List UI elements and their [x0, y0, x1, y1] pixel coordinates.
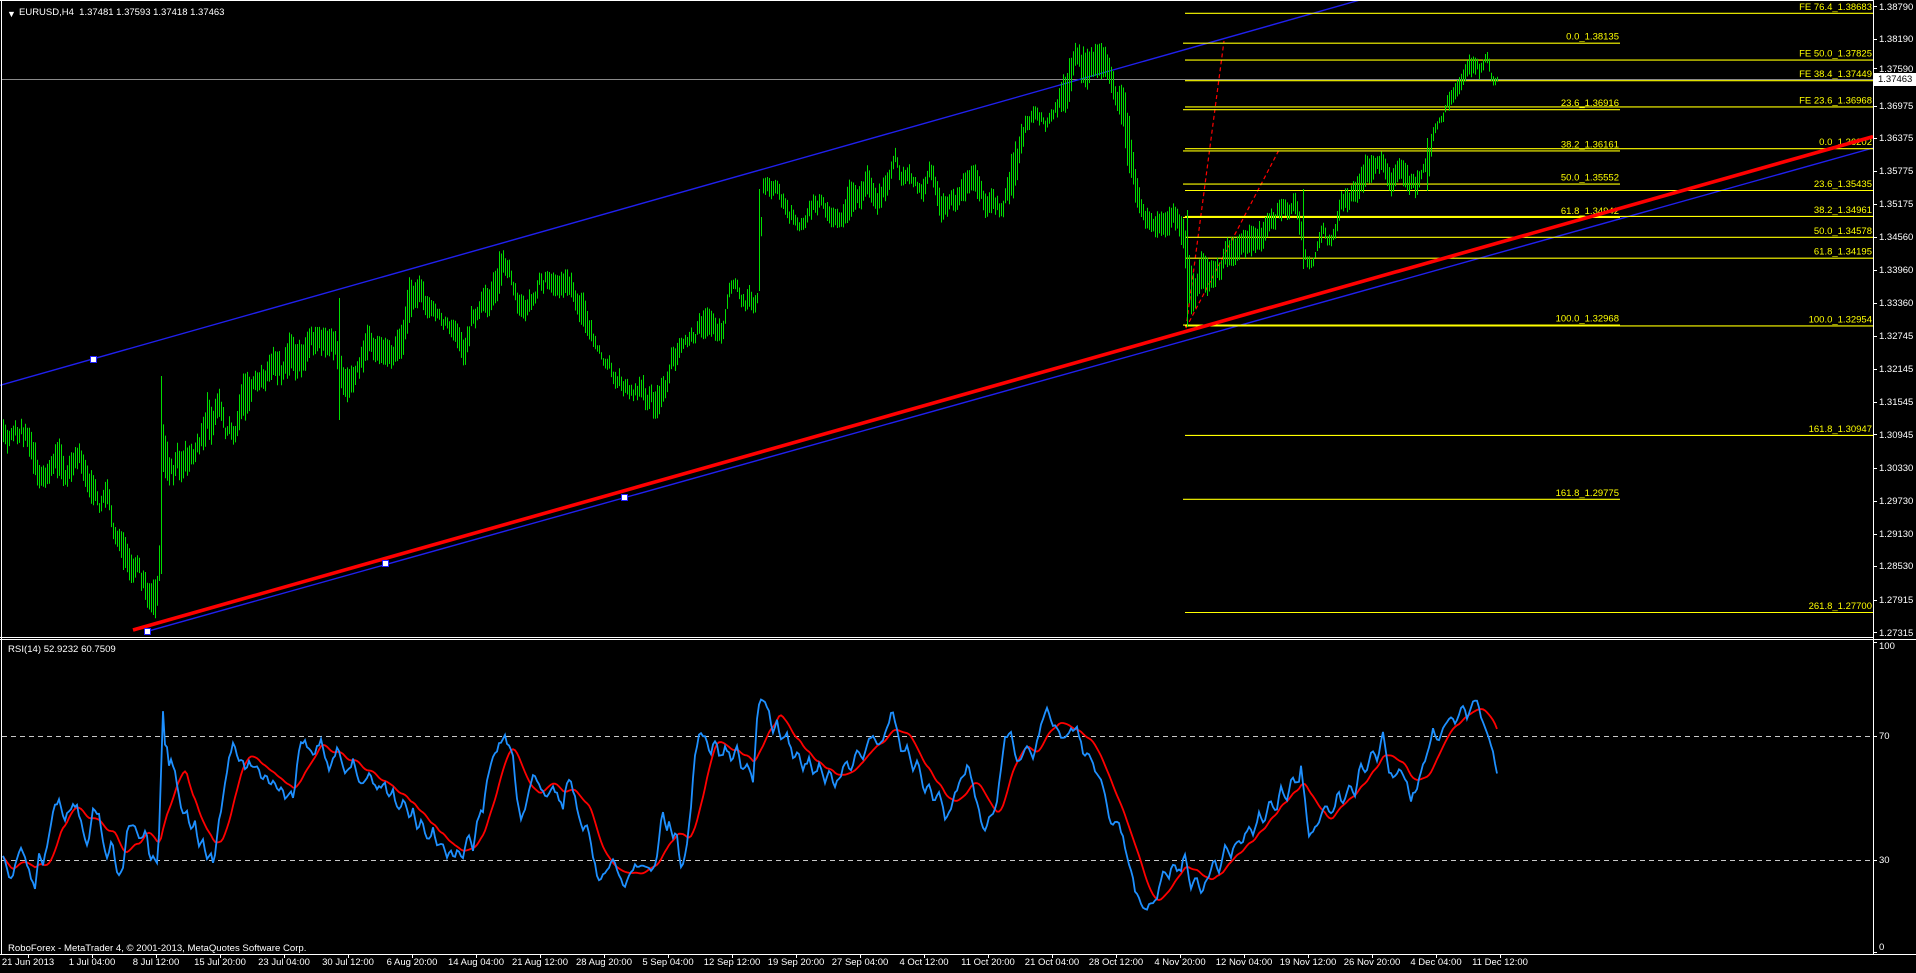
svg-text:161.8_1.29775: 161.8_1.29775 — [1556, 488, 1619, 499]
svg-text:FE 38.4_1.37449: FE 38.4_1.37449 — [1799, 69, 1872, 80]
svg-text:100.0_1.32954: 100.0_1.32954 — [1809, 314, 1872, 325]
svg-text:38.2_1.34961: 38.2_1.34961 — [1814, 205, 1872, 216]
svg-text:FE 50.0_1.37825: FE 50.0_1.37825 — [1799, 49, 1872, 60]
svg-text:100.0_1.32968: 100.0_1.32968 — [1556, 314, 1619, 325]
svg-text:61.8_1.34195: 61.8_1.34195 — [1814, 247, 1872, 258]
svg-text:261.8_1.27700: 261.8_1.27700 — [1809, 601, 1872, 612]
svg-text:23.6_1.36916: 23.6_1.36916 — [1561, 98, 1619, 109]
svg-text:161.8_1.30947: 161.8_1.30947 — [1809, 424, 1872, 435]
svg-text:0.0_1.38135: 0.0_1.38135 — [1566, 32, 1619, 43]
svg-text:50.0_1.35552: 50.0_1.35552 — [1561, 173, 1619, 184]
svg-text:FE 23.6_1.36968: FE 23.6_1.36968 — [1799, 95, 1872, 106]
svg-text:50.0_1.34578: 50.0_1.34578 — [1814, 226, 1872, 237]
svg-text:FE 76.4_1.38683: FE 76.4_1.38683 — [1799, 2, 1872, 13]
svg-text:38.2_1.36161: 38.2_1.36161 — [1561, 139, 1619, 150]
svg-text:61.8_1.34942: 61.8_1.34942 — [1561, 206, 1619, 217]
svg-text:23.6_1.35435: 23.6_1.35435 — [1814, 179, 1872, 190]
